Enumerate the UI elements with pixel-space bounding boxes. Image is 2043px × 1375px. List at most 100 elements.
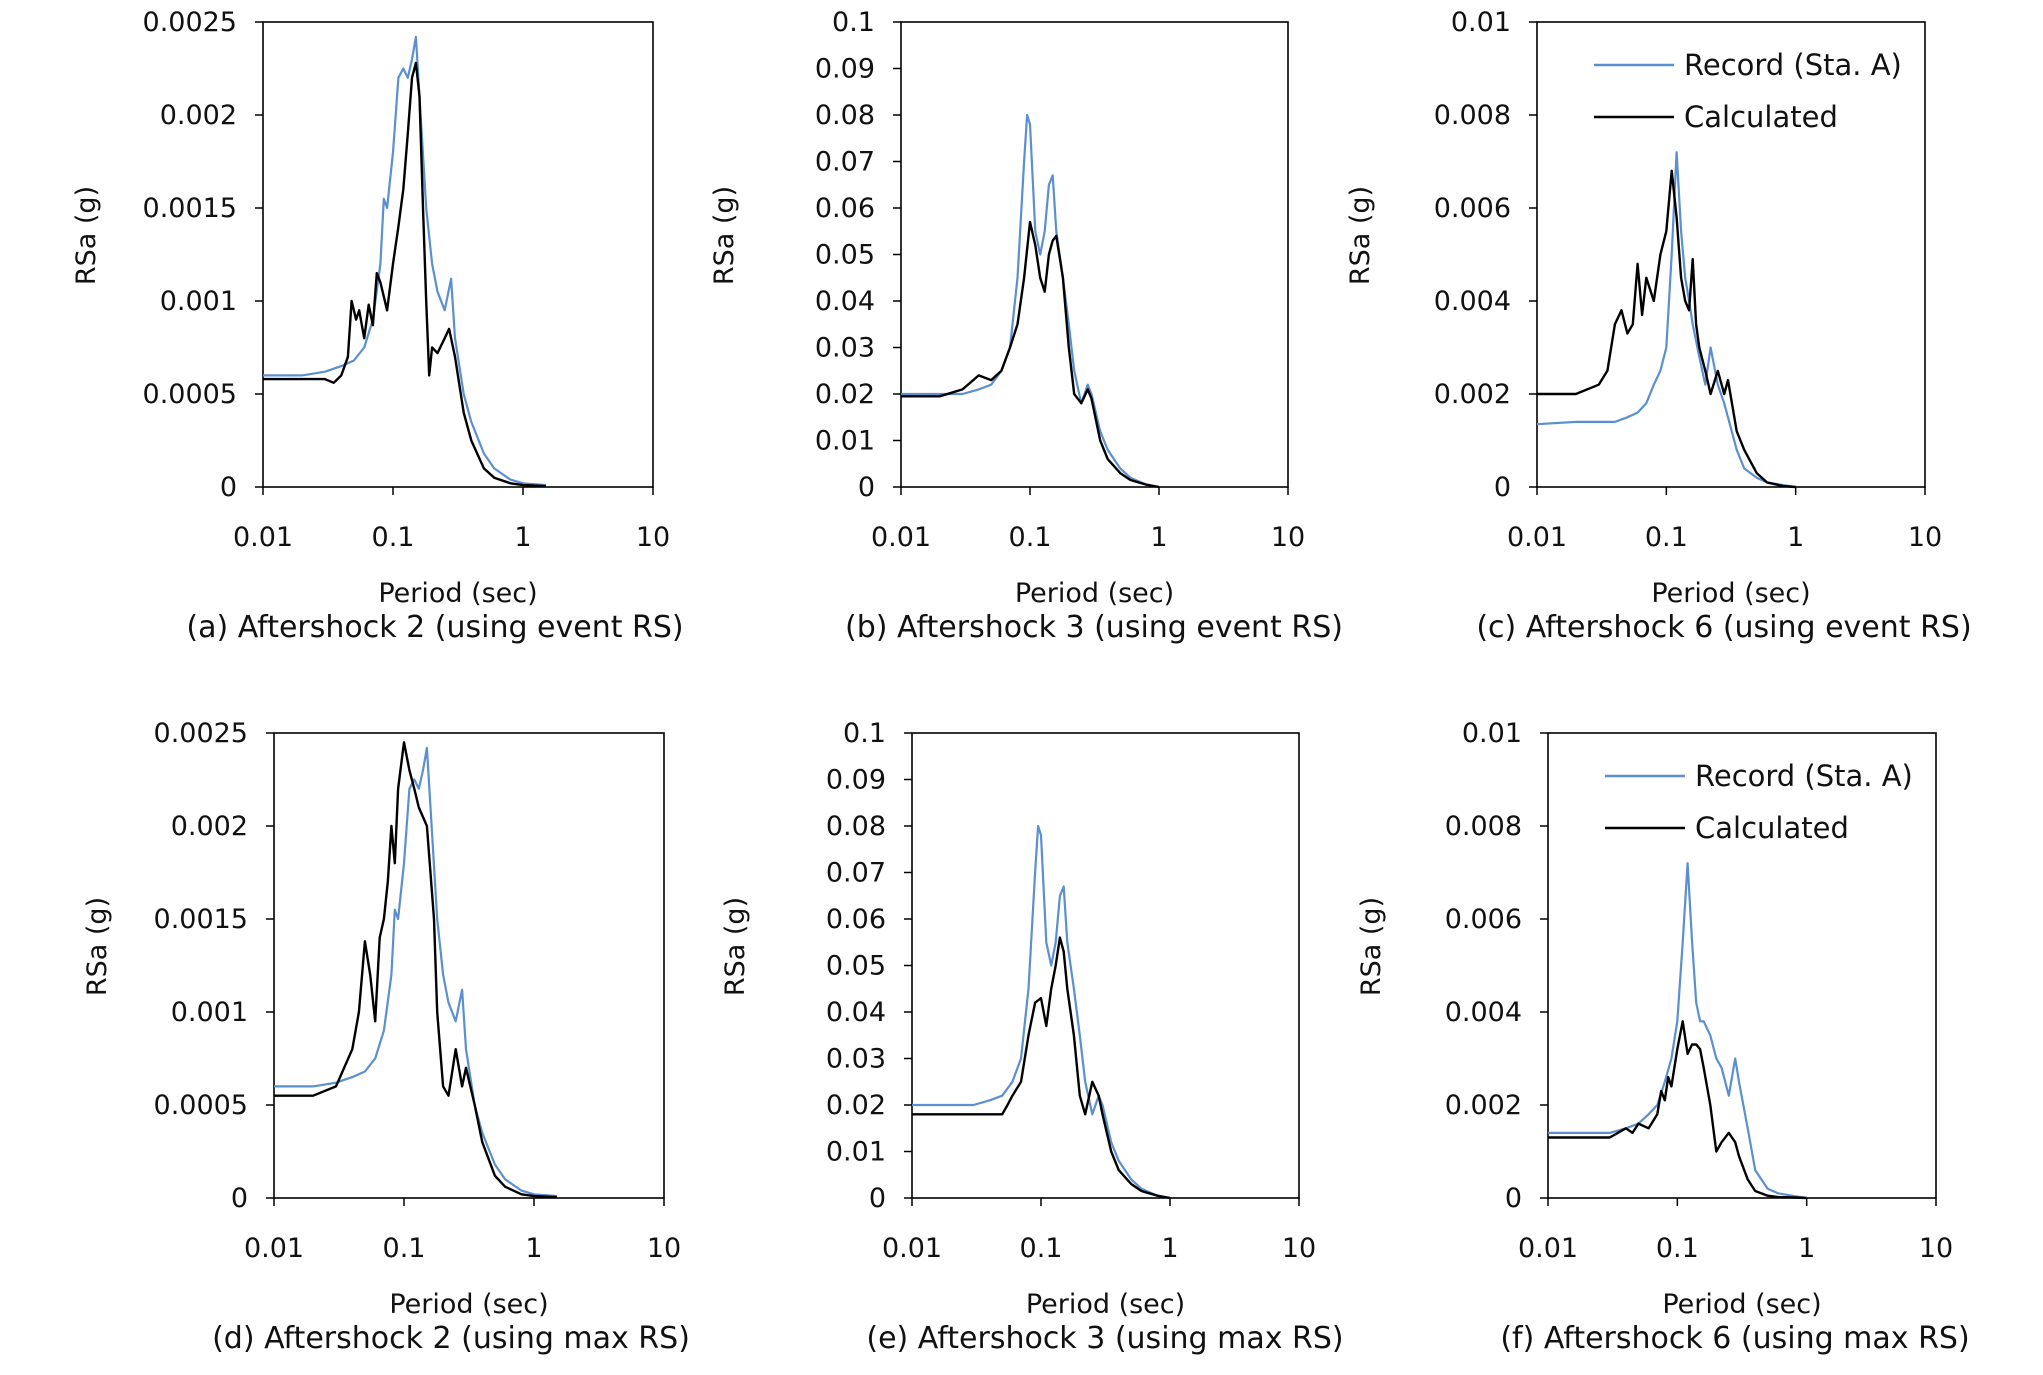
y-tick-label: 0 (231, 1183, 248, 1214)
y-tick-label: 0.05 (826, 951, 886, 982)
x-tick-label: 1 (1798, 1233, 1815, 1264)
chart-panel-1: 0 0.0005 0.001 0.0015 0.002 0.0025 0.01 0.1 1 10 P… (71, 7, 684, 645)
y-tick-label: 0.004 (1445, 997, 1522, 1028)
y-tick-label: 0.004 (1434, 286, 1511, 317)
x-tick-label: 10 (647, 1233, 681, 1264)
x-tick-label: 0.01 (1518, 1233, 1578, 1264)
y-tick-label: 0.1 (832, 7, 875, 38)
y-tick-label: 0 (1494, 472, 1511, 503)
y-tick-label: 0.001 (160, 286, 237, 317)
y-tick-label: 0 (1505, 1183, 1522, 1214)
y-tick-label: 0.0015 (143, 193, 237, 224)
y-tick-label: 0.06 (826, 904, 886, 935)
y-axis-label: RSa (g) (1356, 897, 1387, 996)
x-tick-label: 10 (1282, 1233, 1316, 1264)
legend-label-record: Record (Sta. A) (1695, 759, 1913, 793)
y-tick-label: 0.0025 (143, 7, 237, 38)
x-tick-label: 1 (1150, 522, 1167, 553)
y-tick-label: 0.01 (815, 426, 875, 457)
series-line-calculated (912, 936, 1171, 1200)
y-tick-label: 0.03 (826, 1044, 886, 1075)
x-tick-label: 0.1 (372, 522, 415, 553)
chart-panel-2: 0 0.01 0.02 0.03 0.04 0.05 0.06 0.07 0.08 0.09 0.1… (709, 7, 1343, 645)
series-line-calculated (901, 220, 1160, 489)
x-tick-label: 0.01 (233, 522, 293, 553)
panel-caption: (d) Aftershock 2 (using max RS) (212, 1321, 690, 1356)
y-tick-label: 0.01 (826, 1137, 886, 1168)
y-axis-label: RSa (g) (82, 897, 113, 996)
x-axis-label: Period (sec) (378, 578, 537, 609)
y-tick-label: 0.0005 (143, 379, 237, 410)
series-line-record (1536, 151, 1796, 489)
panel-caption: (b) Aftershock 3 (using event RS) (845, 610, 1343, 645)
y-tick-label: 0.006 (1445, 904, 1522, 935)
series-line-calculated (1537, 169, 1796, 489)
y-axis-label: RSa (g) (71, 186, 102, 285)
y-tick-label: 0.06 (815, 193, 875, 224)
panel-caption: (c) Aftershock 6 (using event RS) (1476, 610, 1971, 645)
x-tick-label: 10 (1919, 1233, 1953, 1264)
y-tick-label: 0.02 (826, 1090, 886, 1121)
y-tick-label: 0.008 (1445, 811, 1522, 842)
x-axis-label: Period (sec) (389, 1289, 548, 1320)
plot-frame (1547, 732, 1937, 1199)
x-tick-label: 0.01 (1507, 522, 1567, 553)
x-tick-label: 10 (1271, 522, 1305, 553)
y-tick-label: 0.002 (1434, 379, 1511, 410)
y-axis-label: RSa (g) (709, 186, 740, 285)
y-axis-label: RSa (g) (1345, 186, 1376, 285)
y-tick-label: 0.02 (815, 379, 875, 410)
legend-label-record: Record (Sta. A) (1684, 48, 1902, 82)
series-line-record (912, 824, 1171, 1200)
x-tick-label: 0.01 (244, 1233, 304, 1264)
y-tick-label: 0.001 (171, 997, 248, 1028)
y-tick-label: 0.04 (815, 286, 875, 317)
x-axis-label: Period (sec) (1662, 1289, 1821, 1320)
y-tick-label: 0.0025 (154, 718, 248, 749)
y-tick-label: 0 (220, 472, 237, 503)
x-tick-label: 10 (636, 522, 670, 553)
y-tick-label: 0.09 (815, 54, 875, 85)
x-tick-label: 0.1 (1656, 1233, 1699, 1264)
y-tick-label: 0.05 (815, 240, 875, 271)
chart-panel-4: 0 0.0005 0.001 0.0015 0.002 0.0025 0.01 0.1 1 10 P… (82, 718, 690, 1356)
y-tick-label: 0.08 (815, 100, 875, 131)
plot-frame (262, 21, 654, 488)
y-tick-label: 0.0005 (154, 1090, 248, 1121)
x-tick-label: 1 (1161, 1233, 1178, 1264)
x-axis-label: Period (sec) (1651, 578, 1810, 609)
x-tick-label: 0.1 (1645, 522, 1688, 553)
series-line-record (263, 35, 546, 487)
chart-panel-3: 0 0.002 0.004 0.006 0.008 0.01 0.01 0.1 1 10 Perio… (1345, 7, 1972, 645)
y-tick-label: 0.0015 (154, 904, 248, 935)
panel-caption: (f) Aftershock 6 (using max RS) (1500, 1321, 1969, 1356)
y-tick-label: 0.002 (160, 100, 237, 131)
x-axis-label: Period (sec) (1026, 1289, 1185, 1320)
y-tick-label: 0.07 (815, 147, 875, 178)
chart-panel-5: 0 0.01 0.02 0.03 0.04 0.05 0.06 0.07 0.08 0.09 0.1… (720, 718, 1344, 1356)
y-tick-label: 0.002 (1445, 1090, 1522, 1121)
chart-panel-6: 0 0.002 0.004 0.006 0.008 0.01 0.01 0.1 1 10 Perio… (1356, 718, 1970, 1356)
y-tick-label: 0.03 (815, 333, 875, 364)
y-tick-label: 0.006 (1434, 193, 1511, 224)
x-tick-label: 1 (514, 522, 531, 553)
y-tick-label: 0 (858, 472, 875, 503)
series-line-record (901, 113, 1160, 489)
x-tick-label: 1 (1787, 522, 1804, 553)
y-axis-label: RSa (g) (720, 897, 751, 996)
x-tick-label: 1 (525, 1233, 542, 1264)
x-tick-label: 0.1 (1009, 522, 1052, 553)
series-line-record (274, 746, 557, 1198)
y-tick-label: 0.01 (1451, 7, 1511, 38)
x-tick-label: 0.1 (1020, 1233, 1063, 1264)
x-tick-label: 0.1 (383, 1233, 426, 1264)
series-line-calculated (1548, 1020, 1807, 1200)
series-line-record (1548, 862, 1807, 1200)
plot-frame (273, 732, 665, 1199)
y-tick-label: 0.09 (826, 765, 886, 796)
plot-frame (1536, 21, 1926, 488)
x-tick-label: 0.01 (882, 1233, 942, 1264)
y-tick-label: 0.1 (843, 718, 886, 749)
